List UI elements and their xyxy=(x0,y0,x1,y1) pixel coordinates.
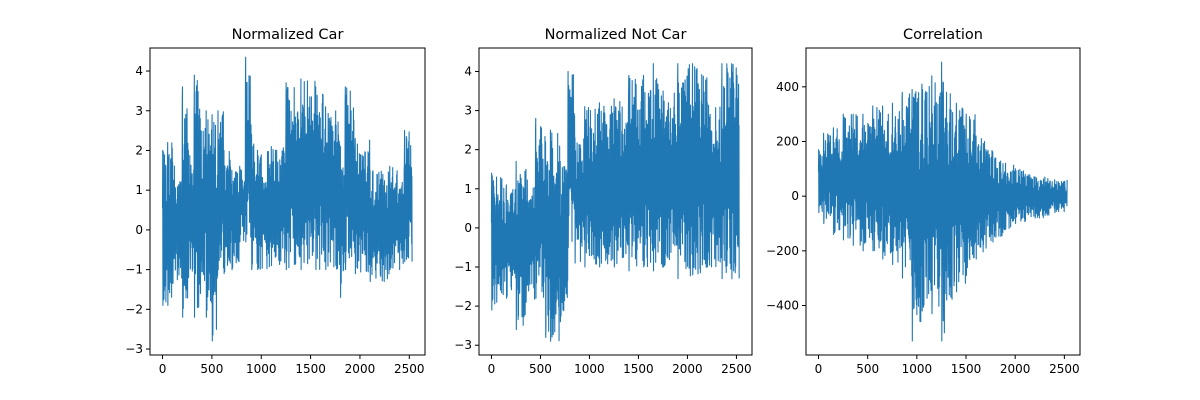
series-line xyxy=(490,63,740,342)
y-tick-label: −200 xyxy=(766,244,799,258)
x-tick-label: 1500 xyxy=(951,362,982,376)
x-tick-label: 500 xyxy=(200,362,223,376)
x-tick-label: 1000 xyxy=(246,362,277,376)
y-tick-label: 400 xyxy=(776,80,799,94)
x-tick-label: 2500 xyxy=(721,362,752,376)
y-tick-label: −3 xyxy=(125,342,143,356)
x-tick-label: 2500 xyxy=(1049,362,1080,376)
y-tick-label: −2 xyxy=(125,302,143,316)
x-axis: 0 500 1000 1500 2000 2500 xyxy=(815,355,1080,376)
x-tick-label: 2000 xyxy=(672,362,703,376)
y-axis: −400 −200 0 200 400 xyxy=(766,80,806,313)
plot-border xyxy=(805,47,1081,356)
y-tick-label: 1 xyxy=(135,183,143,197)
x-tick-label: 0 xyxy=(159,362,167,376)
y-tick-label: 4 xyxy=(135,64,143,78)
x-tick-label: 2000 xyxy=(345,362,376,376)
y-tick-label: 4 xyxy=(464,64,472,78)
y-axis: −3 −2 −1 0 1 2 3 4 xyxy=(125,64,150,356)
y-tick-label: 0 xyxy=(791,189,799,203)
y-tick-label: −400 xyxy=(766,299,799,313)
signal-trace xyxy=(490,63,740,342)
x-tick-label: 1000 xyxy=(574,362,605,376)
y-tick-label: −2 xyxy=(454,299,472,313)
x-tick-label: 0 xyxy=(488,362,496,376)
y-tick-label: 0 xyxy=(464,221,472,235)
x-axis: 0 500 1000 1500 2000 2500 xyxy=(488,355,752,376)
series-line xyxy=(817,61,1068,342)
signal-trace xyxy=(817,61,1068,342)
panel-correlation: 0 500 1000 1500 2000 2500 −400 −200 0 200 400 Cor… xyxy=(766,27,1081,376)
y-tick-label: 2 xyxy=(464,143,472,157)
y-tick-label: −3 xyxy=(454,338,472,352)
y-tick-label: −1 xyxy=(454,260,472,274)
x-tick-label: 2500 xyxy=(394,362,425,376)
plot-border xyxy=(149,47,426,356)
panel-normalized-car: 0 500 1000 1500 2000 2500 −3 −2 −1 0 1 2 3 4 Normali… xyxy=(125,27,426,376)
y-tick-label: 200 xyxy=(776,134,799,148)
plot-border xyxy=(478,47,753,356)
x-tick-label: 0 xyxy=(815,362,823,376)
panel-normalized-not-car: 0 500 1000 1500 2000 2500 −3 −2 −1 0 1 2 3 4 Normali… xyxy=(454,27,753,376)
y-tick-label: 0 xyxy=(135,223,143,237)
y-tick-label: 3 xyxy=(464,104,472,118)
x-axis: 0 500 1000 1500 2000 2500 xyxy=(159,355,425,376)
x-tick-label: 1500 xyxy=(623,362,654,376)
y-tick-label: 2 xyxy=(135,143,143,157)
x-tick-label: 1000 xyxy=(902,362,933,376)
chart-title: Normalized Not Car xyxy=(545,27,687,43)
x-tick-label: 2000 xyxy=(1000,362,1031,376)
x-tick-label: 500 xyxy=(856,362,879,376)
chart-title: Correlation xyxy=(903,27,983,43)
chart-title: Normalized Car xyxy=(232,27,344,43)
series-line xyxy=(161,56,413,342)
y-tick-label: 3 xyxy=(135,104,143,118)
y-axis: −3 −2 −1 0 1 2 3 4 xyxy=(454,64,479,352)
y-tick-label: 1 xyxy=(464,182,472,196)
x-tick-label: 500 xyxy=(529,362,552,376)
signal-trace xyxy=(161,56,413,342)
x-tick-label: 1500 xyxy=(295,362,326,376)
y-tick-label: −1 xyxy=(125,263,143,277)
